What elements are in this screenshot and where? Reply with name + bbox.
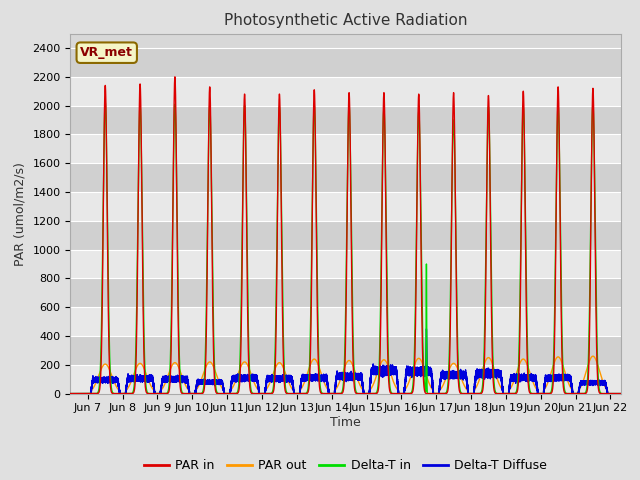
Bar: [70, 278, 621, 307]
Text: VR_met: VR_met: [80, 46, 133, 59]
Bar: [70, 250, 621, 278]
Bar: [70, 221, 621, 250]
Bar: [70, 77, 621, 106]
Legend: PAR in, PAR out, Delta-T in, Delta-T Diffuse: PAR in, PAR out, Delta-T in, Delta-T Dif…: [139, 455, 552, 477]
Y-axis label: PAR (umol/m2/s): PAR (umol/m2/s): [14, 162, 27, 265]
Bar: [70, 106, 621, 134]
Bar: [70, 365, 621, 394]
Title: Photosynthetic Active Radiation: Photosynthetic Active Radiation: [224, 13, 467, 28]
Bar: [70, 163, 621, 192]
Bar: [70, 336, 621, 365]
X-axis label: Time: Time: [330, 416, 361, 429]
Bar: [70, 134, 621, 163]
Bar: [70, 192, 621, 221]
Bar: [70, 307, 621, 336]
Bar: [70, 48, 621, 77]
